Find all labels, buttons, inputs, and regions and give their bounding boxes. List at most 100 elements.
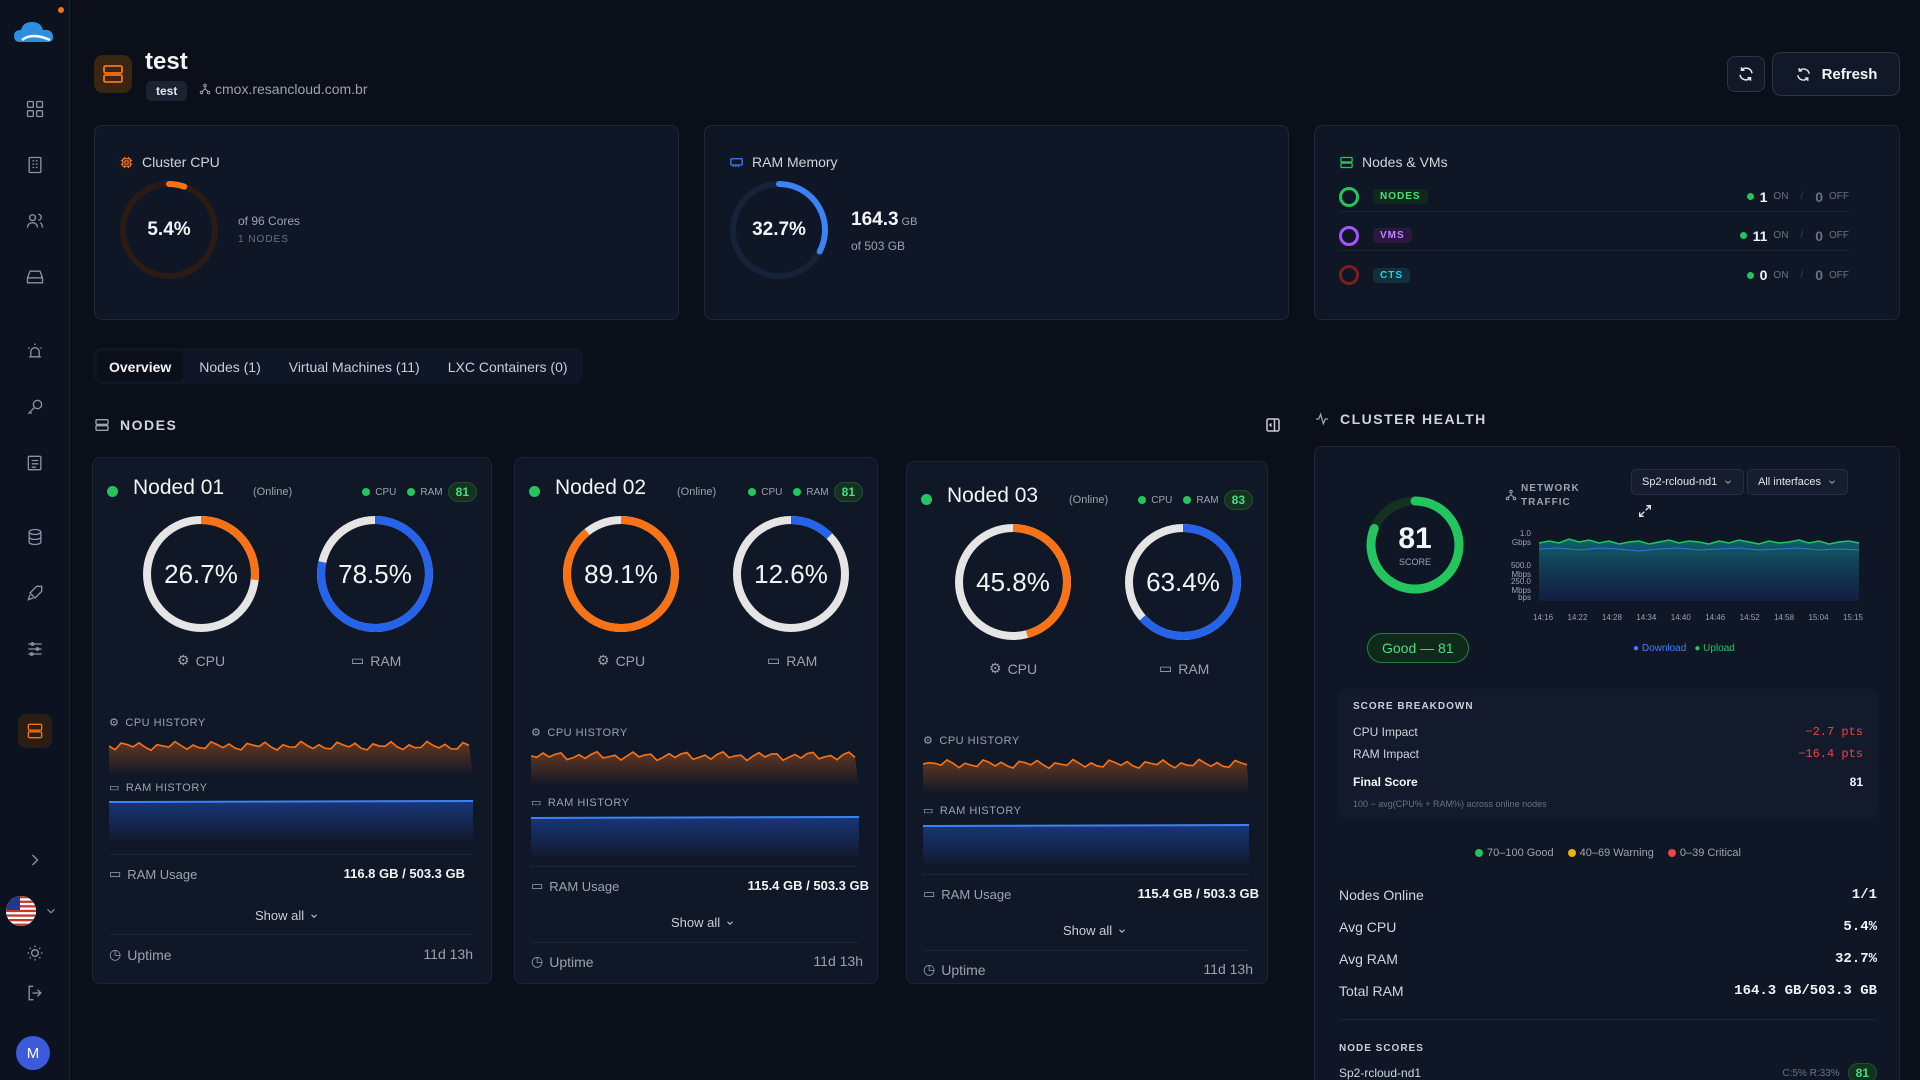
cpu-gauge: 45.8% — [953, 522, 1073, 642]
chevron-down-icon — [1119, 928, 1126, 933]
node-status-dot — [529, 486, 540, 497]
building-icon[interactable] — [18, 148, 52, 182]
show-all-button[interactable]: Show all — [671, 915, 735, 930]
us-flag-icon[interactable] — [6, 896, 36, 926]
uptime-value: 11d 13h — [813, 953, 863, 969]
divider — [531, 942, 859, 943]
cpu-icon: ⚙ — [923, 735, 934, 747]
nodes-status-ring — [1339, 186, 1359, 207]
divider — [109, 854, 473, 855]
alarm-icon[interactable] — [18, 334, 52, 368]
traffic-legend: ● Download ● Upload — [1633, 643, 1735, 654]
memory-icon: ▭ — [923, 805, 934, 817]
sliders-icon[interactable] — [18, 632, 52, 666]
sync-button[interactable] — [1727, 56, 1765, 92]
ram-memory-card: RAM Memory 32.7% 164.3 GB of 503 GB — [704, 125, 1289, 320]
health-status-badge: Good — 81 — [1367, 633, 1469, 663]
cpu-history-label: ⚙ CPU HISTORY — [109, 716, 206, 730]
tab-nodes[interactable]: Nodes (1) — [199, 359, 261, 375]
node-scores-title: NODE SCORES — [1339, 1043, 1424, 1054]
key-icon[interactable] — [18, 390, 52, 424]
host-link[interactable]: cmox.resancloud.com.br — [199, 81, 368, 97]
cloud-logo-icon[interactable] — [10, 12, 60, 52]
tab-overview[interactable]: Overview — [97, 351, 184, 381]
show-all-button[interactable]: Show all — [1063, 923, 1127, 938]
interface-select[interactable]: All interfaces — [1747, 469, 1848, 495]
cpu-gauge: 89.1% — [561, 514, 681, 634]
cpu-caption: ⚙ CPU — [989, 660, 1038, 677]
uptime-value: 11d 13h — [1203, 961, 1253, 977]
ram-usage-value: 115.4 GB / 503.3 GB — [1137, 886, 1259, 901]
notes-icon[interactable] — [18, 446, 52, 480]
node-name[interactable]: Noded 03 — [947, 484, 1039, 507]
breakdown-title: SCORE BREAKDOWN — [1353, 701, 1474, 712]
summary-total-ram: Total RAM 164.3 GB/503.3 GB — [1339, 983, 1877, 999]
node-name[interactable]: Noded 01 — [133, 476, 225, 499]
cpu-impact-row: CPU Impact −2.7 pts — [1353, 725, 1863, 739]
chevron-down-icon[interactable] — [44, 904, 58, 918]
refresh-icon — [1796, 67, 1810, 81]
node-metrics: CPU RAM 83 — [1138, 490, 1253, 510]
ram-caption: ▭ RAM — [767, 652, 818, 669]
ram-usage-label: ▭ RAM Usage — [109, 866, 198, 882]
cpu-gauge-value: 89.1% — [584, 558, 658, 589]
expand-icon[interactable] — [1637, 503, 1653, 519]
ram-history-chart — [923, 824, 1249, 868]
node-score-row[interactable]: Sp2-rcloud-nd1 C:5% R:33% 81 — [1339, 1063, 1877, 1080]
cluster-health-title: CLUSTER HEALTH — [1314, 411, 1487, 427]
ram-usage-value: 116.8 GB / 503.3 GB — [343, 866, 465, 881]
refresh-button[interactable]: Refresh — [1772, 52, 1900, 96]
collapse-panel-button[interactable] — [1264, 416, 1282, 439]
tab-lxc-containers[interactable]: LXC Containers (0) — [447, 359, 568, 375]
divider — [923, 950, 1249, 951]
avatar[interactable]: M — [16, 1036, 50, 1070]
score-thresholds: 70–100 Good 40–69 Warning 0–39 Critical — [1315, 847, 1901, 859]
nodes-vms-title: Nodes & VMs — [1339, 154, 1448, 170]
database-icon[interactable] — [18, 520, 52, 554]
users-icon[interactable] — [18, 204, 52, 238]
memory-icon: ▭ — [351, 652, 365, 668]
chevron-down-icon — [727, 920, 734, 925]
node-metrics: CPU RAM 81 — [748, 482, 863, 502]
network-icon — [1505, 489, 1517, 501]
drive-icon[interactable] — [18, 260, 52, 294]
tab-virtual-machines[interactable]: Virtual Machines (11) — [288, 359, 420, 375]
uptime-label: ◷ Uptime — [923, 961, 986, 978]
ram-gauge: 12.6% — [731, 514, 851, 634]
server-icon[interactable] — [18, 714, 52, 748]
node-card: Noded 01 (Online) CPU RAM 81 26.7% 78.5% … — [92, 457, 492, 984]
summary-avg-ram: Avg RAM 32.7% — [1339, 951, 1877, 967]
rocket-icon[interactable] — [18, 576, 52, 610]
cts-status-ring — [1339, 265, 1359, 285]
node-select[interactable]: Sp2-rcloud-nd1 — [1631, 469, 1745, 495]
cpu-gauge: 26.7% — [141, 514, 261, 634]
node-name[interactable]: Noded 02 — [555, 476, 647, 499]
memory-icon — [730, 157, 743, 167]
score-formula: 100 − avg(CPU% + RAM%) across online nod… — [1353, 799, 1547, 809]
memory-icon: ▭ — [531, 797, 542, 809]
chevron-right-icon[interactable] — [18, 843, 52, 877]
cpu-icon: ⚙ — [177, 652, 190, 668]
ram-gauge-value: 63.4% — [1146, 566, 1220, 597]
cts-chip: CTS — [1373, 267, 1410, 283]
node-status-dot — [921, 494, 932, 505]
show-all-button[interactable]: Show all — [255, 908, 319, 923]
score-breakdown: SCORE BREAKDOWN CPU Impact −2.7 pts RAM I… — [1339, 689, 1877, 819]
vms-chip: VMS — [1373, 228, 1412, 243]
cluster-health-panel: 81 SCORE Good — 81 NETWORK TRAFFIC Sp2-rc… — [1314, 446, 1900, 1080]
uptime-label: ◷ Uptime — [531, 953, 594, 970]
logout-icon[interactable] — [18, 976, 52, 1010]
ram-history-chart — [109, 800, 473, 844]
cpu-caption: ⚙ CPU — [597, 652, 646, 669]
clock-icon: ◷ — [109, 946, 122, 962]
vms-row: VMS 11 ON/0 OFF — [1339, 221, 1849, 251]
cts-row: CTS 0 ON/0 OFF — [1339, 260, 1849, 290]
nodes-row: NODES 1 ON/0 OFF — [1339, 182, 1849, 212]
cpu-history-chart — [923, 758, 1249, 794]
sun-icon[interactable] — [18, 936, 52, 970]
dashboard-icon[interactable] — [18, 92, 52, 126]
node-status-dot — [107, 486, 118, 497]
node-score-chip: 83 — [1223, 490, 1253, 510]
divider — [531, 866, 859, 867]
cpu-gauge-value: 45.8% — [976, 566, 1050, 597]
